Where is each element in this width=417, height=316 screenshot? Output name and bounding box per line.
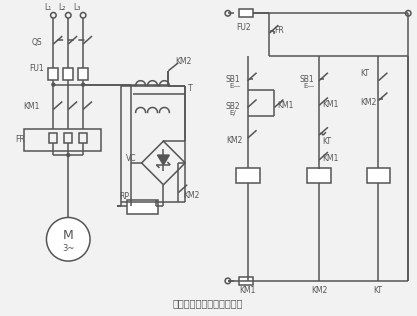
Bar bbox=[239, 9, 253, 17]
Bar bbox=[236, 168, 259, 183]
Text: KM2: KM2 bbox=[175, 57, 192, 66]
Bar bbox=[367, 168, 390, 183]
Circle shape bbox=[225, 278, 231, 284]
Polygon shape bbox=[158, 155, 169, 165]
Text: KT: KT bbox=[361, 69, 369, 78]
Circle shape bbox=[50, 13, 56, 18]
Circle shape bbox=[81, 82, 85, 87]
Circle shape bbox=[66, 153, 70, 157]
Text: KT: KT bbox=[322, 137, 331, 146]
Text: FR: FR bbox=[274, 26, 284, 35]
Text: KM1: KM1 bbox=[322, 100, 338, 109]
Text: M: M bbox=[63, 229, 74, 242]
Text: L₁: L₁ bbox=[44, 3, 51, 12]
Text: KM2: KM2 bbox=[311, 286, 327, 295]
Text: L₃: L₃ bbox=[73, 3, 81, 12]
Text: FR: FR bbox=[16, 135, 25, 144]
Bar bbox=[48, 68, 58, 80]
Text: L₂: L₂ bbox=[59, 3, 66, 12]
Bar bbox=[24, 129, 101, 151]
Text: T: T bbox=[188, 84, 193, 93]
Text: E—: E— bbox=[230, 83, 241, 89]
Text: FU1: FU1 bbox=[30, 64, 44, 73]
Circle shape bbox=[80, 13, 86, 18]
Circle shape bbox=[46, 217, 90, 261]
Text: KM2: KM2 bbox=[361, 98, 377, 107]
Text: 时间原则能耗制动控制电路: 时间原则能耗制动控制电路 bbox=[173, 298, 243, 308]
Bar bbox=[64, 133, 72, 143]
Text: QS: QS bbox=[32, 38, 42, 46]
Text: KM1: KM1 bbox=[24, 102, 40, 111]
Bar bbox=[78, 68, 88, 80]
Bar bbox=[49, 133, 58, 143]
Text: KM1: KM1 bbox=[322, 155, 338, 163]
Text: 3~: 3~ bbox=[62, 244, 74, 253]
Text: KM1: KM1 bbox=[240, 286, 256, 295]
Circle shape bbox=[51, 82, 55, 87]
Text: SB1: SB1 bbox=[226, 75, 241, 84]
Text: KM2: KM2 bbox=[226, 136, 242, 145]
Bar bbox=[127, 200, 158, 214]
Text: VC: VC bbox=[126, 154, 136, 162]
Text: FU2: FU2 bbox=[236, 23, 250, 32]
Text: E—: E— bbox=[303, 83, 314, 89]
Bar bbox=[79, 133, 87, 143]
Bar bbox=[63, 68, 73, 80]
Text: E/: E/ bbox=[230, 110, 236, 116]
Text: SB2: SB2 bbox=[226, 102, 241, 111]
Text: KT: KT bbox=[374, 286, 382, 295]
Text: RP: RP bbox=[119, 192, 129, 201]
Circle shape bbox=[225, 10, 231, 16]
Bar bbox=[239, 277, 253, 285]
Bar bbox=[307, 168, 331, 183]
Text: KM2: KM2 bbox=[183, 191, 200, 200]
Circle shape bbox=[405, 10, 411, 16]
Text: SB1: SB1 bbox=[299, 75, 314, 84]
Text: KM1: KM1 bbox=[277, 101, 294, 110]
Circle shape bbox=[65, 13, 71, 18]
